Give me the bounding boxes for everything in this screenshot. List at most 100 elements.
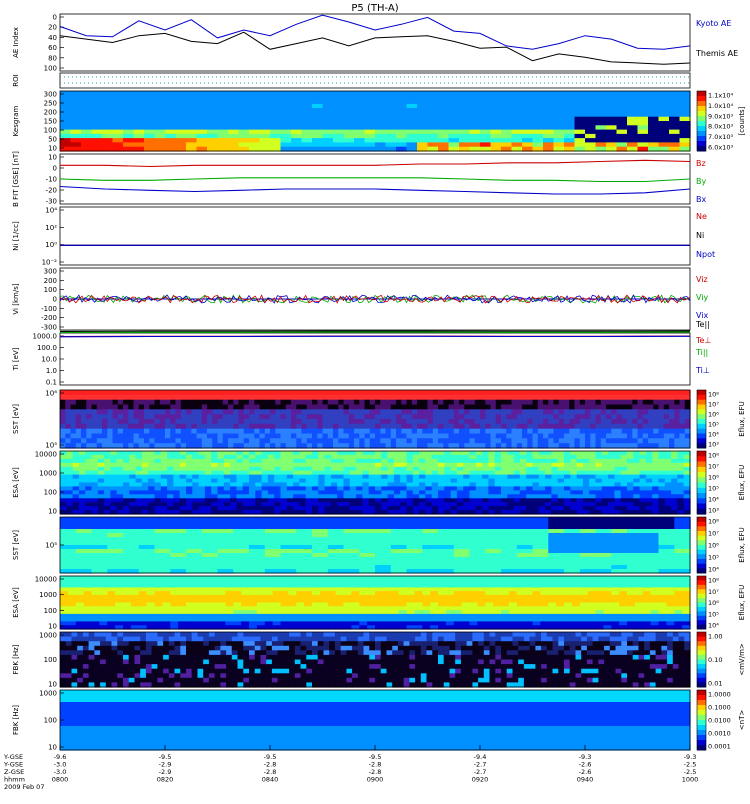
heatmap-cell bbox=[67, 594, 77, 600]
heatmap-cell bbox=[507, 462, 515, 468]
heatmap-cell bbox=[611, 569, 628, 574]
heatmap-cell bbox=[154, 478, 162, 484]
heatmap-cell bbox=[564, 409, 570, 415]
heatmap-cell bbox=[178, 625, 187, 630]
heatmap-cell bbox=[490, 116, 502, 122]
heatmap-cell bbox=[123, 510, 130, 515]
heatmap-cell bbox=[280, 598, 289, 604]
heatmap-cell bbox=[201, 438, 208, 444]
heatmap-cell bbox=[683, 494, 691, 499]
heatmap-cell bbox=[238, 121, 250, 126]
heatmap-cell bbox=[270, 443, 276, 449]
heatmap-cell bbox=[264, 553, 282, 558]
heatmap-cell bbox=[663, 404, 670, 410]
heatmap-cell bbox=[343, 537, 360, 542]
heatmap-cell bbox=[611, 419, 618, 425]
heatmap-cell bbox=[343, 583, 352, 588]
heatmap-cell bbox=[343, 394, 350, 401]
heatmap-cell bbox=[238, 142, 250, 148]
heatmap-cell bbox=[674, 390, 681, 396]
heatmap-cell bbox=[175, 399, 182, 406]
heatmap-cell bbox=[286, 478, 294, 484]
heatmap-cell bbox=[241, 610, 250, 615]
heatmap-cell bbox=[590, 409, 597, 415]
heatmap-cell bbox=[138, 591, 148, 596]
heatmap-cell bbox=[633, 470, 641, 476]
heatmap-cell bbox=[191, 443, 198, 449]
heatmap-cell bbox=[170, 610, 179, 615]
heatmap-cell bbox=[616, 394, 623, 401]
heatmap-cell bbox=[574, 433, 581, 439]
heatmap-cell bbox=[204, 454, 212, 460]
heatmap-cell bbox=[648, 138, 660, 143]
heatmap-cell bbox=[480, 99, 492, 105]
heatmap-cell bbox=[475, 466, 483, 472]
heatmap-cell bbox=[91, 569, 108, 574]
heatmap-cell bbox=[480, 133, 492, 139]
heatmap-cell bbox=[679, 121, 691, 126]
heatmap-cell bbox=[595, 537, 612, 542]
heatmap-cell bbox=[579, 419, 586, 425]
heatmap-cell bbox=[280, 454, 288, 460]
heatmap-cell bbox=[160, 451, 168, 456]
heatmap-cell bbox=[160, 478, 168, 484]
heatmap-cell bbox=[270, 95, 282, 101]
heatmap-cell bbox=[261, 466, 269, 472]
heatmap-cell bbox=[186, 466, 193, 472]
heatmap-cell bbox=[107, 576, 116, 581]
heatmap-cell bbox=[296, 537, 313, 542]
heatmap-cell bbox=[193, 587, 203, 592]
heatmap-cell bbox=[327, 390, 334, 396]
heatmap-cell bbox=[448, 409, 455, 415]
heatmap-cell bbox=[270, 390, 276, 396]
heatmap-cell bbox=[381, 490, 389, 495]
heatmap-cell bbox=[438, 121, 450, 126]
heatmap-cell bbox=[519, 454, 527, 460]
heatmap-cell bbox=[532, 419, 539, 425]
heatmap-cell bbox=[223, 470, 231, 476]
heatmap-cell bbox=[674, 419, 681, 425]
heatmap-cell bbox=[223, 458, 231, 464]
heatmap-cell bbox=[614, 482, 622, 487]
heatmap-cell bbox=[648, 438, 654, 444]
heatmap-cell bbox=[453, 399, 460, 406]
heatmap-cell bbox=[595, 99, 607, 105]
heatmap-cell bbox=[102, 394, 108, 401]
heatmap-cell bbox=[532, 529, 549, 534]
heatmap-cell bbox=[537, 390, 544, 396]
heatmap-cell bbox=[639, 494, 647, 499]
heatmap-cell bbox=[233, 553, 250, 558]
heatmap-cell bbox=[154, 490, 162, 495]
heatmap-cell bbox=[390, 549, 408, 554]
heatmap-cell bbox=[683, 454, 691, 460]
heatmap-cell bbox=[582, 462, 590, 468]
heatmap-cell bbox=[312, 610, 321, 615]
heatmap-cell bbox=[513, 462, 521, 468]
heatmap-cell bbox=[217, 510, 225, 515]
heatmap-cell bbox=[91, 466, 99, 472]
heatmap-cell bbox=[375, 498, 382, 503]
heatmap-cell bbox=[448, 121, 460, 126]
heatmap-cell bbox=[225, 617, 234, 622]
heatmap-cell bbox=[193, 613, 203, 619]
heatmap-cell bbox=[519, 474, 527, 480]
heatmap-cell bbox=[679, 443, 686, 449]
heatmap-cell bbox=[338, 390, 345, 396]
heatmap-cell bbox=[506, 409, 513, 415]
heatmap-cell bbox=[557, 470, 565, 476]
heatmap-cell bbox=[349, 494, 357, 499]
heatmap-cell bbox=[677, 474, 685, 480]
heatmap-cell bbox=[463, 494, 471, 499]
heatmap-cell bbox=[543, 129, 555, 135]
heatmap-cell bbox=[162, 613, 171, 619]
heatmap-cell bbox=[475, 502, 483, 507]
heatmap-cell bbox=[642, 569, 660, 574]
heatmap-cell bbox=[348, 428, 355, 435]
heatmap-cell bbox=[570, 510, 578, 515]
heatmap-cell bbox=[608, 470, 615, 476]
heatmap-cell bbox=[671, 466, 678, 472]
heatmap-cell bbox=[400, 506, 408, 511]
heatmap-cell bbox=[627, 451, 634, 456]
heatmap-cell bbox=[107, 537, 124, 542]
heatmap-cell bbox=[551, 451, 559, 456]
